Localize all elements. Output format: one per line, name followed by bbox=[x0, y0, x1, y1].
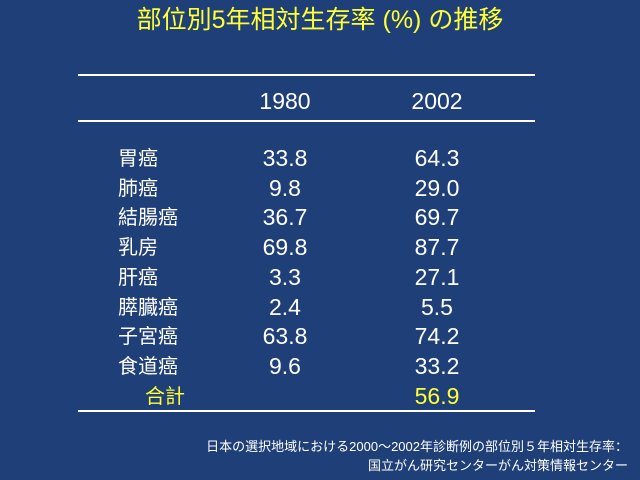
rule bbox=[78, 74, 535, 76]
total-value: 56.9 bbox=[414, 382, 460, 409]
row-label: 肝癌 bbox=[118, 266, 158, 289]
total-label: 合計 bbox=[145, 385, 185, 408]
row-label: 食道癌 bbox=[118, 355, 178, 378]
cell: 27.1 bbox=[414, 263, 460, 290]
column-header: 2002 bbox=[411, 88, 463, 114]
cell: 5.5 bbox=[421, 293, 453, 320]
row-label: 肺癌 bbox=[118, 177, 158, 200]
cell: 33.8 bbox=[262, 145, 308, 171]
row-label: 乳房 bbox=[118, 237, 158, 260]
cell: 29.0 bbox=[414, 174, 460, 201]
row-label: 子宮癌 bbox=[118, 326, 178, 349]
cell: 9.6 bbox=[269, 352, 301, 379]
cell: 69.7 bbox=[414, 204, 460, 231]
source-line: 国立がん研究センターがん対策情報センター bbox=[367, 458, 628, 473]
rule bbox=[78, 120, 535, 122]
cell: 64.3 bbox=[414, 145, 460, 171]
title: 部位別5年相対生存率 (%) の推移 bbox=[136, 6, 504, 34]
cell: 87.7 bbox=[414, 234, 460, 261]
cell: 3.3 bbox=[269, 263, 301, 290]
cell: 74.2 bbox=[414, 323, 460, 350]
row-label: 胃癌 bbox=[118, 148, 158, 170]
source-line: 日本の選択地域における2000～2002年診断例の部位別５年相対生存率： bbox=[206, 439, 628, 454]
cell: 9.8 bbox=[269, 174, 301, 201]
cell: 36.7 bbox=[262, 204, 308, 231]
cell: 69.8 bbox=[262, 234, 308, 261]
rule bbox=[78, 410, 535, 412]
cell: 63.8 bbox=[262, 323, 308, 350]
column-header: 1980 bbox=[259, 88, 311, 114]
cell: 2.4 bbox=[269, 293, 301, 320]
row-label: 結腸癌 bbox=[118, 207, 178, 230]
row-label: 膵臓癌 bbox=[118, 296, 178, 319]
cell: 33.2 bbox=[414, 352, 460, 379]
